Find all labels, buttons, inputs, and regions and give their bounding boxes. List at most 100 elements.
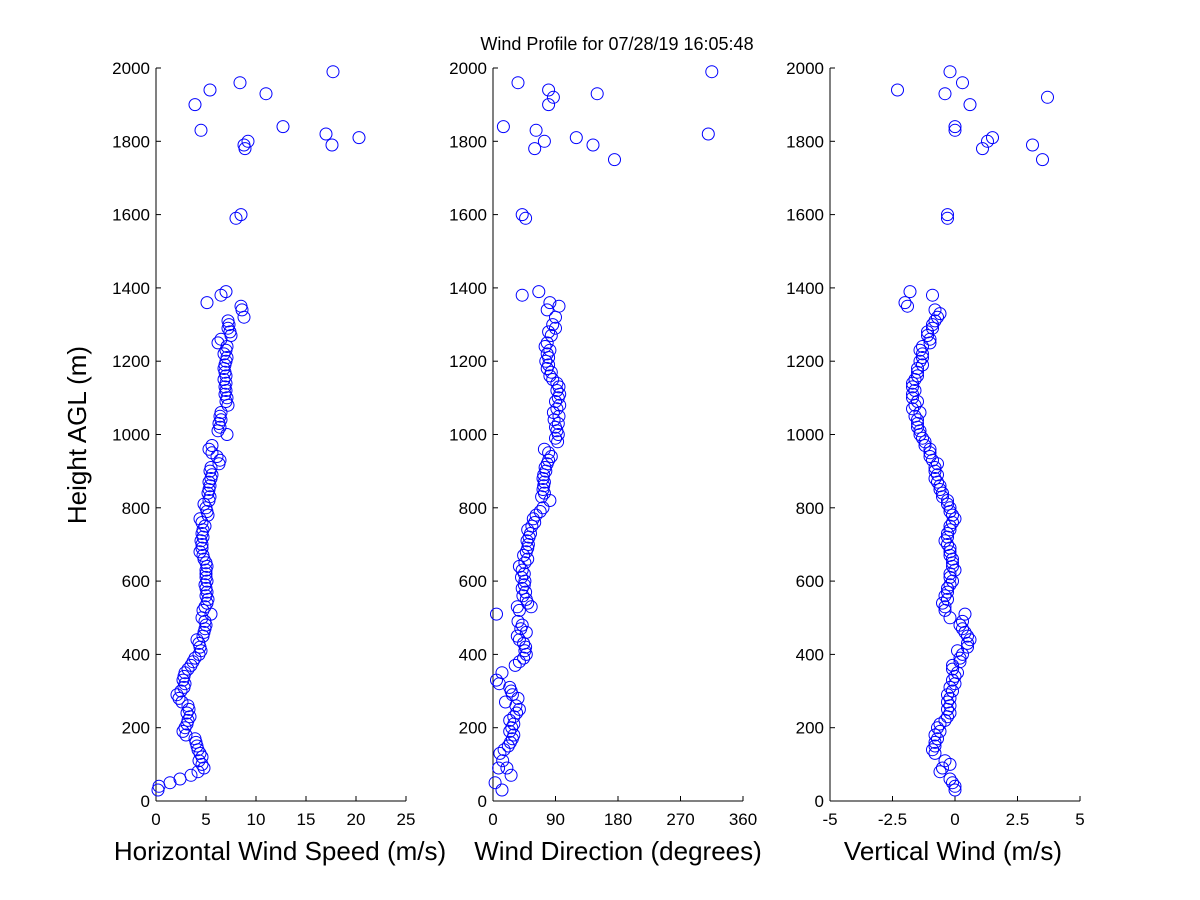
speed-y-tick-label: 1200 bbox=[112, 352, 150, 371]
vertical-wind-data-point bbox=[946, 684, 959, 698]
direction-data-point bbox=[542, 98, 556, 112]
speed-data-point bbox=[203, 490, 217, 504]
direction-data-point bbox=[515, 563, 529, 577]
speed-data-point bbox=[192, 754, 206, 768]
direction-data-point bbox=[543, 343, 557, 357]
vertical-wind-data-point bbox=[933, 307, 947, 321]
speed-data-point bbox=[205, 439, 219, 452]
speed-data-point bbox=[181, 662, 195, 676]
speed-y-tick-label: 1400 bbox=[112, 279, 150, 298]
vertical-wind-data-point bbox=[941, 710, 954, 724]
speed-data-point bbox=[202, 475, 216, 489]
direction-data-point bbox=[529, 123, 543, 137]
direction-data-point bbox=[503, 724, 517, 738]
vertical-wind-data-point bbox=[1036, 153, 1049, 167]
direction-data-point bbox=[526, 512, 540, 526]
vertical-wind-data-point bbox=[948, 779, 962, 793]
vertical-wind-data-point bbox=[1026, 138, 1039, 152]
speed-data-point bbox=[237, 310, 251, 324]
figure-title: Wind Profile for 07/28/19 16:05:48 bbox=[480, 34, 753, 54]
vertical-wind-data-point bbox=[941, 208, 954, 222]
vertical-wind-data-point bbox=[941, 211, 954, 225]
direction-data-point bbox=[505, 721, 519, 735]
vertical-wind-data-point bbox=[926, 288, 939, 302]
vertical-wind-data-point bbox=[943, 523, 957, 537]
speed-y-tick-label: 1800 bbox=[112, 132, 150, 151]
direction-data-point bbox=[492, 677, 506, 691]
direction-y-tick-label: 0 bbox=[478, 792, 487, 811]
direction-x-tick-label: 90 bbox=[546, 810, 565, 829]
vertical-wind-y-tick-label: 2000 bbox=[786, 59, 824, 78]
speed-data-point bbox=[259, 87, 273, 101]
vertical-wind-data-point bbox=[906, 387, 919, 401]
vertical-wind-data-point bbox=[911, 369, 924, 383]
vertical-wind-data-point bbox=[943, 699, 957, 713]
speed-panel: Horizontal Wind Speed (m/s) 0 5 10 15 20 25 0 2… bbox=[112, 59, 446, 866]
direction-data-point bbox=[542, 325, 556, 339]
vertical-wind-data-point bbox=[943, 65, 957, 79]
vertical-wind-data-point bbox=[941, 494, 954, 507]
speed-data-point bbox=[188, 651, 202, 665]
direction-data-point bbox=[517, 548, 531, 562]
speed-data-point bbox=[178, 677, 192, 691]
speed-data-point bbox=[241, 134, 255, 148]
direction-data-point bbox=[549, 310, 562, 324]
vertical-wind-y-tick-label: 400 bbox=[796, 645, 824, 664]
vertical-wind-x-tick-label: -2.5 bbox=[878, 810, 907, 829]
direction-data-point bbox=[537, 442, 551, 456]
speed-x-tick-label: 15 bbox=[297, 810, 316, 829]
vertical-wind-data-point bbox=[916, 431, 929, 445]
vertical-wind-data-point bbox=[946, 508, 959, 522]
speed-data-point bbox=[204, 461, 218, 474]
vertical-wind-y-tick-label: 1400 bbox=[786, 279, 824, 298]
speed-data-point bbox=[170, 688, 184, 702]
direction-x-tick-label: 360 bbox=[729, 810, 757, 829]
direction-data-point bbox=[521, 523, 535, 537]
vertical-wind-data-point bbox=[928, 314, 942, 328]
speed-data-point bbox=[188, 98, 202, 112]
vertical-wind-data-point bbox=[931, 468, 944, 482]
direction-data-point bbox=[517, 651, 531, 665]
direction-y-tick-label: 1400 bbox=[449, 279, 487, 298]
speed-data-point bbox=[184, 658, 198, 672]
direction-data-point bbox=[517, 578, 531, 592]
direction-data-point bbox=[490, 607, 503, 621]
speed-data-point bbox=[174, 684, 188, 698]
direction-data-point bbox=[503, 713, 517, 727]
vertical-wind-data-point bbox=[936, 761, 949, 775]
speed-data-point bbox=[200, 296, 214, 310]
speed-data-point bbox=[195, 750, 209, 764]
vertical-wind-data-point bbox=[903, 285, 917, 299]
direction-x-tick-label: 0 bbox=[488, 810, 497, 829]
vertical-wind-data-point bbox=[908, 409, 922, 423]
direction-data-point bbox=[543, 296, 557, 310]
vertical-wind-data-point bbox=[961, 629, 974, 643]
vertical-wind-data-point bbox=[933, 724, 947, 738]
y-axis-label: Height AGL (m) bbox=[62, 346, 92, 524]
direction-data-point bbox=[549, 321, 562, 335]
direction-data-point bbox=[512, 702, 526, 716]
vertical-wind-y-tick-label: 600 bbox=[796, 572, 824, 591]
vertical-wind-data-point bbox=[941, 538, 954, 551]
vertical-wind-data-point bbox=[943, 680, 957, 694]
vertical-wind-data-point bbox=[1041, 90, 1054, 104]
vertical-wind-data-point bbox=[941, 702, 954, 716]
direction-data-point bbox=[542, 83, 556, 97]
direction-data-point bbox=[520, 534, 534, 548]
direction-data-point bbox=[512, 603, 526, 617]
vertical-wind-data-point bbox=[951, 644, 964, 658]
direction-data-point bbox=[705, 65, 719, 79]
direction-data-point bbox=[550, 384, 564, 397]
vertical-wind-data-point bbox=[916, 347, 929, 361]
vertical-wind-data-point bbox=[908, 384, 922, 397]
speed-data-point bbox=[212, 417, 226, 430]
speed-data-point bbox=[176, 724, 190, 738]
vertical-wind-y-tick-label: 200 bbox=[796, 719, 824, 738]
speed-data-point bbox=[196, 548, 210, 562]
direction-data-point bbox=[512, 655, 526, 669]
vertical-wind-data-point bbox=[918, 435, 932, 449]
vertical-wind-data-point bbox=[943, 611, 957, 625]
vertical-wind-data-point bbox=[901, 299, 914, 313]
vertical-wind-data-point bbox=[986, 131, 999, 145]
